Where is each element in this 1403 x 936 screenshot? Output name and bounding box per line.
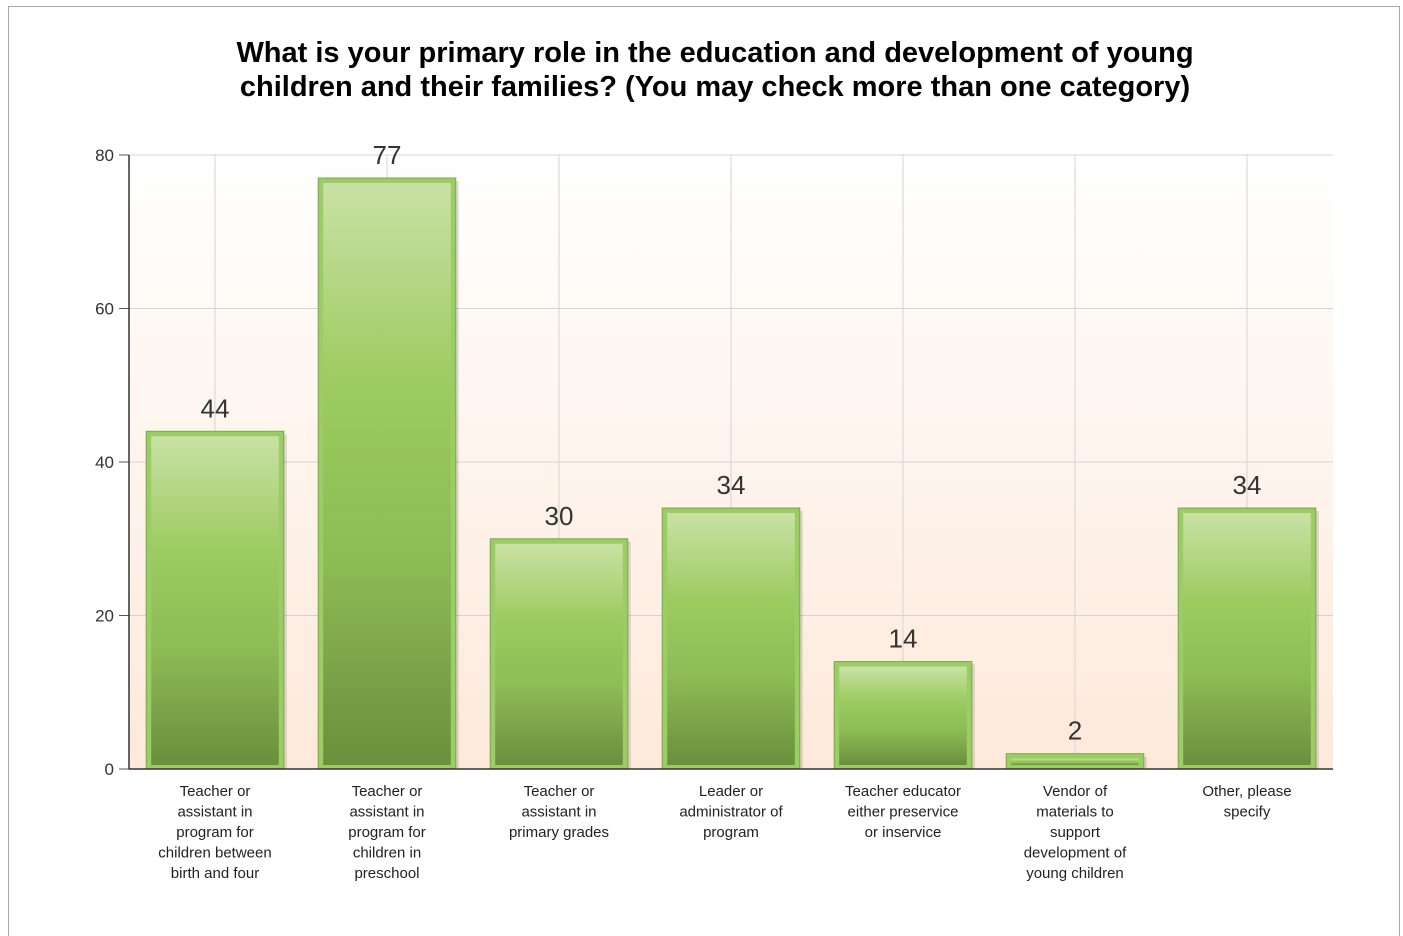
y-tick-label: 80 xyxy=(95,146,114,165)
x-tick-label: Teacher or assistant in program for childre… xyxy=(158,783,271,882)
data-label: 14 xyxy=(889,624,918,654)
x-tick-label-line: materials to xyxy=(1036,804,1114,821)
y-tick-label: 60 xyxy=(95,300,114,319)
x-tick-label-line: or inservice xyxy=(865,824,942,841)
x-tick-label-line: administrator of xyxy=(679,804,783,821)
data-label: 2 xyxy=(1068,716,1082,746)
x-tick-label-line: either preservice xyxy=(848,804,959,821)
chart-title: What is your primary role in the educati… xyxy=(20,36,1403,104)
y-tick-label: 40 xyxy=(95,453,114,472)
bar-fill xyxy=(667,513,795,765)
bar-fill xyxy=(495,543,623,765)
x-tick-label-line: program xyxy=(703,824,759,841)
x-tick-label-line: Vendor of xyxy=(1043,783,1108,800)
x-tick-label-line: support xyxy=(1050,824,1101,841)
x-tick-label-line: Teacher or xyxy=(524,783,595,800)
bars xyxy=(145,177,1319,770)
bar-fill xyxy=(323,183,451,765)
bar-fill xyxy=(839,666,967,765)
x-tick-label: Other, please specify xyxy=(1202,783,1291,821)
x-tick-label-line: primary grades xyxy=(509,824,609,841)
x-tick-label-line: children in xyxy=(353,845,421,862)
x-tick-label-line: Other, please xyxy=(1202,783,1291,800)
axes xyxy=(119,154,1333,770)
x-tick-label-line: children between xyxy=(158,845,271,862)
data-label: 34 xyxy=(1233,470,1262,500)
bar-fill xyxy=(1011,758,1139,765)
x-tick-label: Teacher or assistant in program for childre… xyxy=(348,783,426,882)
x-tick-label-line: young children xyxy=(1026,865,1124,882)
bar-fill xyxy=(151,436,279,765)
bar-fill xyxy=(1183,513,1311,765)
x-tick-label-line: Teacher or xyxy=(352,783,423,800)
labels: 0 20 40 60 80 44 Teacher or assistant in program… xyxy=(95,140,1292,882)
x-tick-label-line: assistant in xyxy=(521,804,596,821)
x-tick-label: Leader or administrator of program xyxy=(679,783,783,841)
x-tick-label-line: program for xyxy=(348,824,426,841)
x-tick-label-line: specify xyxy=(1224,804,1271,821)
y-tick-label: 0 xyxy=(105,760,114,779)
data-label: 44 xyxy=(201,393,230,423)
x-tick-label-line: development of xyxy=(1024,845,1127,862)
x-tick-label-line: birth and four xyxy=(171,865,259,882)
data-label: 34 xyxy=(717,470,746,500)
x-tick-label: Teacher educator either preservice or inse… xyxy=(845,783,961,841)
chart-title-line-1: What is your primary role in the educati… xyxy=(236,37,1194,69)
x-tick-label: Teacher or assistant in primary grades xyxy=(509,783,609,841)
chart-title-line-2: children and their families? (You may ch… xyxy=(239,71,1191,103)
x-tick-label-line: program for xyxy=(176,824,254,841)
x-tick-label-line: assistant in xyxy=(349,804,424,821)
x-tick-label-line: Leader or xyxy=(699,783,763,800)
data-label: 77 xyxy=(373,140,402,170)
y-tick-label: 20 xyxy=(95,607,114,626)
x-tick-label-line: assistant in xyxy=(177,804,252,821)
data-label: 30 xyxy=(545,501,574,531)
x-tick-label: Vendor of materials to support development … xyxy=(1024,783,1127,882)
x-tick-label-line: Teacher educator xyxy=(845,783,961,800)
x-tick-label-line: Teacher or xyxy=(180,783,251,800)
x-tick-label-line: preschool xyxy=(354,865,419,882)
